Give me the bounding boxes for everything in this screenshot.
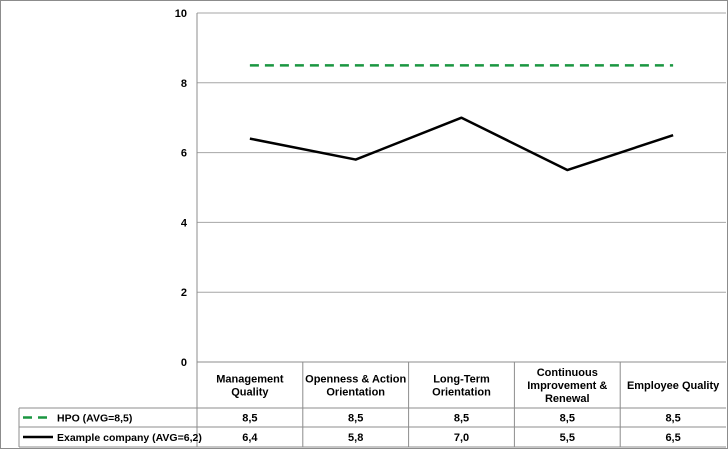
table-value-s1-2: 7,0 [454, 432, 469, 444]
series-lines [249, 64, 674, 172]
y-tick-label-4: 4 [181, 217, 188, 229]
y-tick-labels: 0 2 4 6 8 10 [175, 8, 188, 369]
y-tick-label-0: 0 [181, 357, 187, 369]
table-value-s0-4: 8,5 [665, 413, 680, 425]
legend-label-0: HPO (AVG=8,5) [57, 413, 132, 425]
series-line-1 [249, 116, 674, 172]
table-value-s1-1: 5,8 [348, 432, 363, 444]
table-value-s1-0: 6,4 [242, 432, 258, 444]
table-value-s0-0: 8,5 [242, 413, 257, 425]
gridlines [197, 12, 726, 293]
table-value-s0-2: 8,5 [454, 413, 469, 425]
category-label-2: Long-Term Orientation [432, 374, 491, 399]
y-tick-label-6: 6 [181, 148, 187, 160]
category-label-1: Openness & Action Orientation [305, 374, 406, 399]
table-value-s1-3: 5,5 [560, 432, 575, 444]
category-label-3: Continuous Improvement & Renewal [527, 367, 607, 405]
category-label-0: Management Quality [216, 374, 284, 399]
y-tick-label-8: 8 [181, 78, 187, 90]
y-tick-label-10: 10 [175, 8, 187, 20]
category-label-4: Employee Quality [627, 380, 720, 392]
table-value-s0-3: 8,5 [560, 413, 575, 425]
legend-label-1: Example company (AVG=6,2) [57, 432, 202, 444]
data-table: Management Quality Openness & Action Orient… [18, 361, 726, 448]
y-tick-label-2: 2 [181, 287, 187, 299]
table-value-s0-1: 8,5 [348, 413, 363, 425]
table-value-s1-4: 6,5 [665, 432, 680, 444]
